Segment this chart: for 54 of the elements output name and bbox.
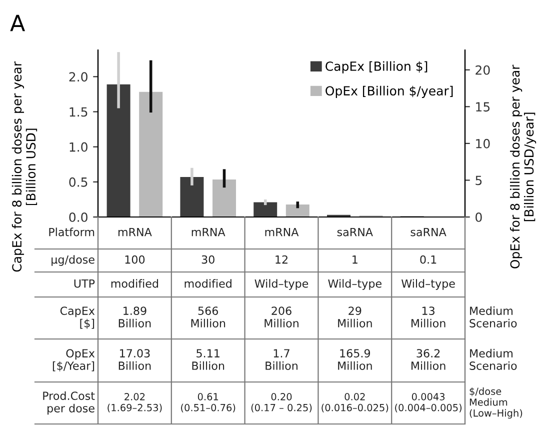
text: 1.89 Billion xyxy=(118,306,151,328)
text: Wild–type xyxy=(402,279,455,290)
text: modified xyxy=(111,279,158,288)
y2-tick-label: 20 xyxy=(476,65,490,75)
text: Wild–type xyxy=(254,279,308,290)
text: 0.20 (0.17 – 0.25) xyxy=(251,393,312,412)
text: modified xyxy=(184,279,232,288)
text: 12 xyxy=(276,255,288,264)
text: CapEx [$] xyxy=(60,306,95,329)
text: 100 xyxy=(125,255,145,264)
y2-tick-label: 15 xyxy=(476,102,490,112)
text: 165.9 Million xyxy=(338,349,372,370)
text: Platform xyxy=(49,228,94,236)
text: Medium Scenario xyxy=(470,348,517,370)
y2-axis-title: OpEx for 8 billion doses per year [Billion USD/year] xyxy=(510,64,536,268)
y2-tick-label: 5 xyxy=(476,176,482,186)
text: 1.7 Billion xyxy=(266,349,298,370)
x-tick-label: mRNA xyxy=(118,228,152,236)
chart-title: A xyxy=(10,14,26,32)
y-tick-label: 0.0 xyxy=(69,212,88,222)
text: 13 Million xyxy=(412,306,446,328)
y-axis-title: CapEx for 8 billion doses per year [Billion USD] xyxy=(12,61,38,272)
text: 0.61 (0.51–0.76) xyxy=(181,393,236,412)
text: UTP xyxy=(74,279,95,288)
text: OpEx [$/Year] xyxy=(52,349,95,372)
text: 0.02 (0.016–0.025) xyxy=(322,393,388,412)
x-tick-label: mRNA xyxy=(265,228,299,236)
legend-label: CapEx [Billion $] xyxy=(326,61,428,74)
text: 206 Million xyxy=(264,306,298,328)
text: 566 Million xyxy=(191,306,226,328)
y-tick-label: 2.0 xyxy=(69,72,88,82)
x-tick-label: saRNA xyxy=(410,228,446,236)
text: Wild–type xyxy=(328,279,382,290)
text: 2.02 (1.69–2.53) xyxy=(108,393,162,412)
text: 17.03 Billion xyxy=(118,349,151,370)
y2-tick-label: 10 xyxy=(476,138,490,148)
text: Medium Scenario xyxy=(470,306,517,328)
x-tick-label: mRNA xyxy=(192,228,226,236)
text: Prod.Cost per dose xyxy=(43,391,95,415)
text: µg/dose xyxy=(52,255,94,266)
y-tick-label: 1.0 xyxy=(70,142,88,152)
text: 5.11 Billion xyxy=(192,349,224,370)
text: 0.1 xyxy=(420,255,436,264)
y-tick-label: 1.5 xyxy=(70,107,88,117)
text: 30 xyxy=(202,255,214,264)
text: 1 xyxy=(352,255,358,264)
text: 36.2 Million xyxy=(412,349,446,370)
y2-tick-label: 0 xyxy=(476,212,482,222)
x-tick-label: saRNA xyxy=(337,228,373,236)
text: 29 Million xyxy=(338,306,372,328)
legend-label: OpEx [Billion $/year] xyxy=(326,86,453,98)
text: $/dose Medium (Low–High) xyxy=(470,387,522,419)
y-tick-label: 0.5 xyxy=(69,177,88,187)
text: 0.0043 (0.004–0.005) xyxy=(395,393,462,412)
